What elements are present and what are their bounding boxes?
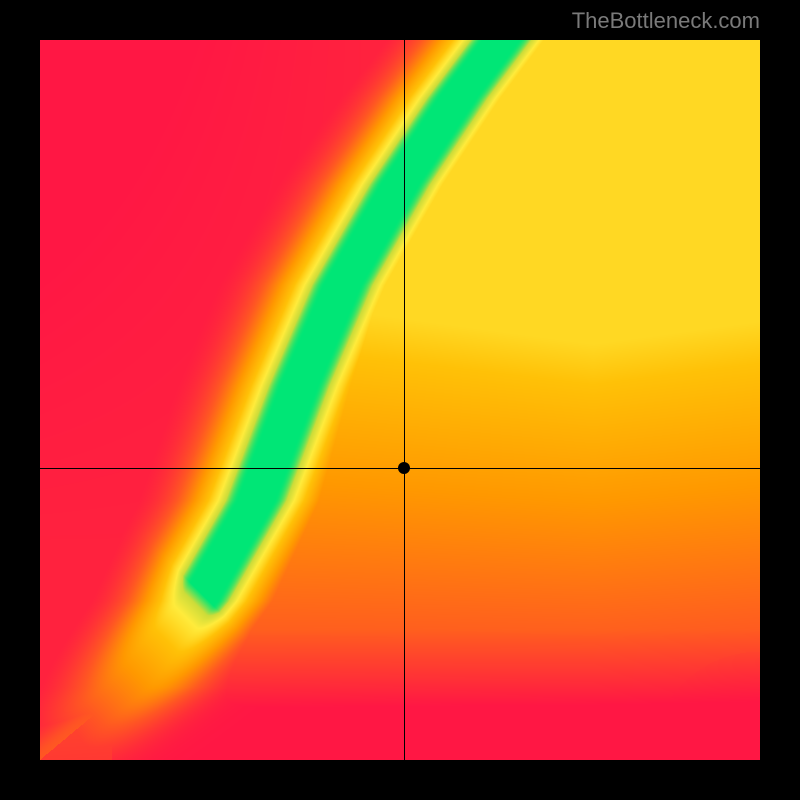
watermark-text: TheBottleneck.com xyxy=(572,8,760,34)
crosshair-vertical xyxy=(404,40,405,760)
plot-area xyxy=(40,40,760,760)
crosshair-marker xyxy=(398,462,410,474)
heatmap-canvas xyxy=(40,40,760,760)
chart-container: TheBottleneck.com xyxy=(0,0,800,800)
